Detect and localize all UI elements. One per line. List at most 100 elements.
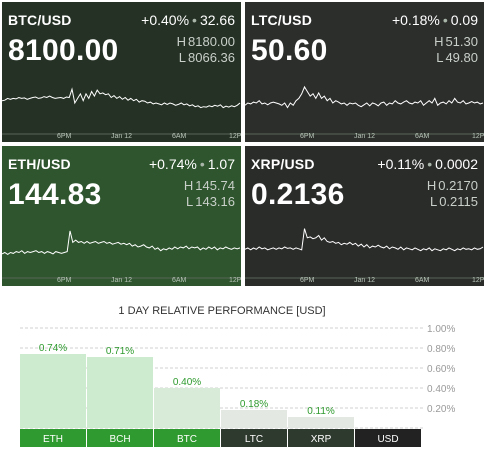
sparkline-path <box>2 230 241 256</box>
category-tile-btc <box>154 429 220 447</box>
category-tile-xrp <box>288 429 354 447</box>
time-tick-label: Jan 12 <box>111 277 133 284</box>
ticker-panel-eth[interactable]: ETH/USD +0.74% • 1.07 144.83 H 145.74 L 143.… <box>2 146 241 286</box>
y-tick-label: 1.00% <box>427 324 455 335</box>
low-label: L <box>436 50 444 65</box>
time-tick-label: 6AM <box>415 277 430 284</box>
time-tick-label: 6PM <box>57 133 72 140</box>
ticker-panel-xrp[interactable]: XRP/USD +0.11% • 0.0002 0.2136 H 0.2170 L 0.… <box>245 146 484 286</box>
time-tick-label: 6AM <box>172 277 187 284</box>
low-value: 143.16 <box>195 194 235 209</box>
high-value: 0.2170 <box>438 178 478 193</box>
category-tile-eth <box>20 429 86 447</box>
high-value: 51.30 <box>445 34 478 49</box>
category-label: ETH <box>43 434 63 445</box>
relative-performance-chart: 1 DAY RELATIVE PERFORMANCE [USD] 1.00% 0.8… <box>0 292 486 462</box>
category-label: XRP <box>311 434 332 445</box>
time-tick-label: Jan 12 <box>354 277 376 284</box>
current-price: 144.83 <box>8 178 102 211</box>
sparkline-path <box>2 87 241 109</box>
change-summary: +0.74% • 1.07 <box>149 156 235 172</box>
y-tick-label: 0.40% <box>427 384 455 395</box>
bar-value-label: 0.74% <box>39 343 67 354</box>
low-value: 0.2115 <box>439 194 478 209</box>
bar-value-label: 0.71% <box>106 346 134 357</box>
low-price: L 8066.36 <box>179 50 235 65</box>
high-label: H <box>183 178 194 193</box>
bar-value-label: 0.11% <box>307 406 335 417</box>
bar-btc <box>154 388 220 428</box>
high-price: H 51.30 <box>434 34 478 49</box>
time-tick-label: 12P <box>229 277 241 284</box>
low-price: L 49.80 <box>436 50 478 65</box>
change-summary: +0.18% • 0.09 <box>392 12 478 28</box>
percent-change: +0.18% <box>391 12 440 28</box>
percent-change: +0.11% <box>377 156 425 172</box>
separator-dot: • <box>442 12 448 28</box>
time-tick-label: Jan 12 <box>354 133 376 140</box>
category-label: BTC <box>177 434 197 445</box>
percent-change: +0.40% <box>141 12 190 28</box>
percent-change: +0.74% <box>148 156 197 172</box>
bar-value-label: 0.18% <box>240 399 268 410</box>
low-label: L <box>429 194 438 209</box>
category-label: USD <box>377 434 398 445</box>
absolute-change: 0.0002 <box>435 156 478 172</box>
absolute-change: 32.66 <box>199 12 235 28</box>
pair-label: LTC/USD <box>251 12 313 28</box>
high-price: H 0.2170 <box>427 178 478 193</box>
separator-dot: • <box>427 156 433 172</box>
low-price: L 143.16 <box>186 194 235 209</box>
pair-label: ETH/USD <box>8 156 71 172</box>
absolute-change: 0.09 <box>450 12 478 28</box>
time-tick-label: 6PM <box>300 133 315 140</box>
absolute-change: 1.07 <box>207 156 235 172</box>
bar-value-label: 0.40% <box>173 377 201 388</box>
category-tile-ltc <box>221 429 287 447</box>
high-value: 145.74 <box>195 178 235 193</box>
high-price: H 8180.00 <box>177 34 235 49</box>
change-summary: +0.40% • 32.66 <box>141 12 235 28</box>
high-value: 8180.00 <box>188 34 235 49</box>
category-label: BCH <box>109 434 130 445</box>
time-tick-label: 12P <box>472 277 484 284</box>
pair-label: BTC/USD <box>8 12 72 28</box>
category-label: LTC <box>245 434 263 445</box>
high-price: H 145.74 <box>184 178 235 193</box>
time-tick-label: 12P <box>229 133 241 140</box>
price-sparkline <box>2 87 241 135</box>
y-tick-label: 0.80% <box>427 344 455 355</box>
time-tick-label: 6AM <box>172 133 187 140</box>
price-sparkline <box>245 85 484 135</box>
bar-eth <box>20 354 86 428</box>
bar-ltc <box>221 410 287 428</box>
bar-xrp <box>288 417 354 428</box>
y-tick-label: 0.60% <box>427 364 455 375</box>
time-tick-label: 6AM <box>415 133 430 140</box>
category-tile-usd <box>355 429 421 447</box>
time-tick-label: Jan 12 <box>111 133 133 140</box>
pair-label: XRP/USD <box>251 156 315 172</box>
high-label: H <box>176 34 186 49</box>
separator-dot: • <box>199 156 205 172</box>
low-label: L <box>178 50 186 65</box>
low-label: L <box>186 194 194 209</box>
time-tick-label: 12P <box>472 133 484 140</box>
bar-bch <box>87 357 153 428</box>
high-label: H <box>426 178 437 193</box>
chart-title: 1 DAY RELATIVE PERFORMANCE [USD] <box>118 305 325 317</box>
time-tick-label: 6PM <box>57 277 72 284</box>
high-label: H <box>434 34 444 49</box>
low-price: L 0.2115 <box>430 194 478 209</box>
time-tick-label: 6PM <box>300 277 315 284</box>
ticker-panel-ltc[interactable]: LTC/USD +0.18% • 0.09 50.60 H 51.30 L 49.80 … <box>245 2 484 142</box>
change-summary: +0.11% • 0.0002 <box>377 156 478 172</box>
price-sparkline <box>2 230 241 279</box>
current-price: 50.60 <box>251 34 328 67</box>
sparkline-path <box>245 228 484 252</box>
y-tick-label: 0.20% <box>427 404 455 415</box>
performance-chart-svg: 1 DAY RELATIVE PERFORMANCE [USD] 1.00% 0.8… <box>20 305 455 447</box>
current-price: 8100.00 <box>8 34 119 67</box>
low-value: 8066.36 <box>188 50 235 65</box>
